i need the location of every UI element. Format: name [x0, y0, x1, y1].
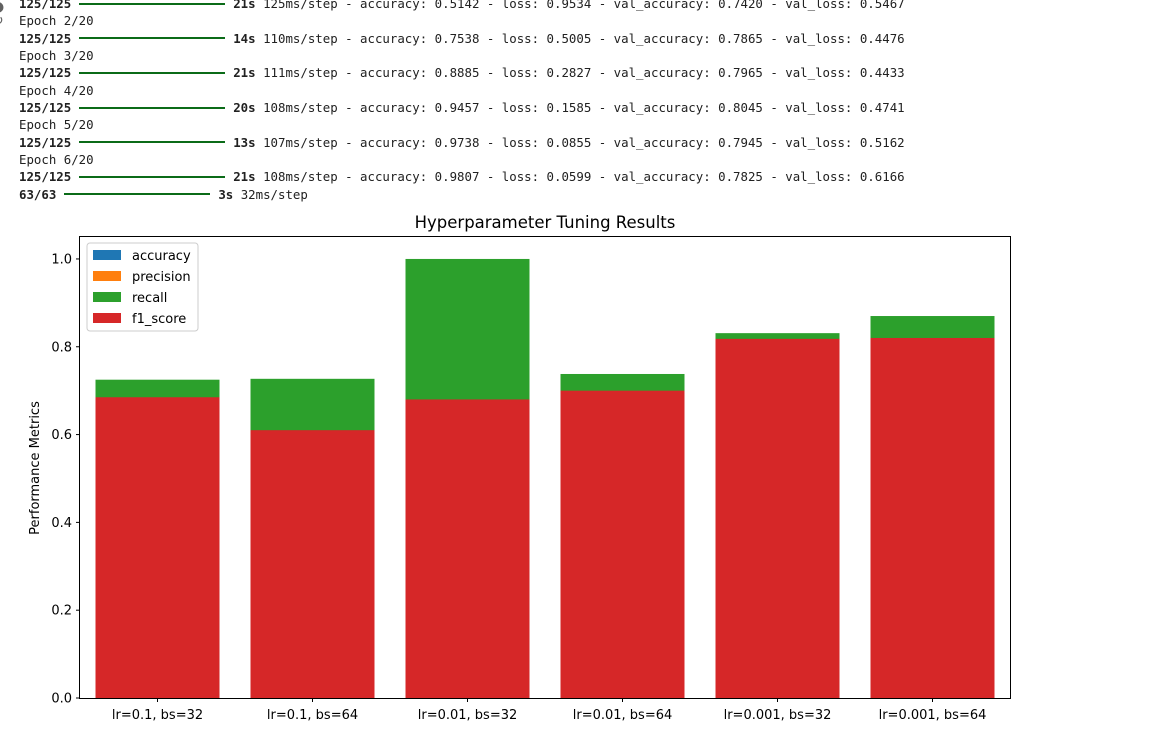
- epoch-line: Epoch 3/20: [19, 47, 905, 64]
- progress-line: 125/125 21s 125ms/step - accuracy: 0.5142…: [19, 0, 905, 12]
- step-counter: 125/125: [19, 134, 72, 150]
- epoch-label: Epoch 5/20: [19, 117, 94, 133]
- progress-bar: [79, 2, 226, 5]
- progress-line: 125/125 20s 108ms/step - accuracy: 0.9457…: [19, 99, 905, 116]
- run-cell-icon[interactable]: ●↻: [0, 0, 6, 28]
- progress-bar: [79, 141, 226, 144]
- progress-line: 125/125 21s 111ms/step - accuracy: 0.8885…: [19, 64, 905, 81]
- progress-line: 125/125 13s 107ms/step - accuracy: 0.9738…: [19, 134, 905, 151]
- step-counter: 125/125: [19, 100, 72, 116]
- legend-label: recall: [132, 291, 167, 306]
- epoch-line: Epoch 4/20: [19, 82, 905, 99]
- x-tick-label: lr=0.1, bs=32: [112, 708, 203, 723]
- y-ticks: 0.0 0.2 0.4 0.6 0.8 1.0: [51, 252, 80, 707]
- plot-frame: [79, 236, 1011, 699]
- progress-line: 125/125 21s 108ms/step - accuracy: 0.9807…: [19, 168, 905, 185]
- legend-swatch-f1_score: [93, 313, 121, 323]
- step-counter: 125/125: [19, 30, 72, 46]
- legend-label: precision: [132, 270, 191, 285]
- progress-bar: [79, 37, 226, 40]
- y-axis-label: Performance Metrics: [28, 401, 43, 535]
- progress-bar: [79, 176, 226, 179]
- elapsed-time: 21s: [233, 0, 256, 11]
- metrics-text: 108ms/step - accuracy: 0.9457 - loss: 0.…: [255, 100, 905, 116]
- legend: accuracy precision recall f1_score: [86, 242, 199, 332]
- elapsed-time: 20s: [233, 100, 256, 116]
- step-counter: 125/125: [19, 169, 72, 185]
- bar-f1_score: [250, 430, 375, 698]
- metrics-text: 107ms/step - accuracy: 0.9738 - loss: 0.…: [255, 134, 905, 150]
- bar-f1_score: [870, 337, 995, 698]
- x-tick-label: lr=0.001, bs=32: [724, 708, 832, 723]
- legend-swatch-recall: [93, 292, 121, 302]
- y-tick-label: 0.2: [51, 604, 72, 619]
- epoch-label: Epoch 2/20: [19, 13, 94, 29]
- bar-f1_score: [560, 390, 685, 698]
- bars-group: [95, 258, 995, 698]
- legend-swatch-accuracy: [93, 250, 121, 260]
- epoch-label: Epoch 3/20: [19, 48, 94, 64]
- step-counter: 125/125: [19, 65, 72, 81]
- elapsed-time: 3s: [218, 186, 234, 202]
- hyperparameter-chart: Hyperparameter Tuning Results Performanc…: [28, 213, 1011, 723]
- progress-bar: [79, 106, 226, 109]
- x-tick-label: lr=0.1, bs=64: [267, 708, 358, 723]
- epoch-label: Epoch 4/20: [19, 82, 94, 98]
- cell-output-console: 125/125 21s 125ms/step - accuracy: 0.5142…: [19, 0, 905, 203]
- progress-line: 63/63 3s 32ms/step: [19, 186, 905, 203]
- x-ticks: lr=0.1, bs=32 lr=0.1, bs=64 lr=0.01, bs=32…: [112, 698, 987, 723]
- elapsed-time: 13s: [233, 134, 256, 150]
- metrics-text: 32ms/step: [233, 186, 308, 202]
- y-tick-label: 0.0: [51, 692, 72, 707]
- y-tick-label: 1.0: [51, 252, 72, 267]
- progress-bar: [64, 193, 211, 196]
- progress-bar: [79, 72, 226, 75]
- epoch-line: Epoch 6/20: [19, 151, 905, 168]
- progress-line: 125/125 14s 110ms/step - accuracy: 0.7538…: [19, 30, 905, 47]
- epoch-line: Epoch 2/20: [19, 12, 905, 29]
- legend-label: accuracy: [132, 249, 191, 264]
- elapsed-time: 21s: [233, 65, 256, 81]
- legend-box: [86, 242, 199, 332]
- metrics-text: 111ms/step - accuracy: 0.8885 - loss: 0.…: [255, 65, 905, 81]
- legend-label: f1_score: [132, 312, 186, 327]
- y-tick-label: 0.6: [51, 428, 72, 443]
- metrics-text: 125ms/step - accuracy: 0.5142 - loss: 0.…: [255, 0, 905, 11]
- epoch-label: Epoch 6/20: [19, 152, 94, 168]
- y-tick-label: 0.4: [51, 516, 72, 531]
- metrics-text: 108ms/step - accuracy: 0.9807 - loss: 0.…: [255, 169, 905, 185]
- bar-f1_score: [95, 397, 220, 698]
- legend-swatch-precision: [93, 271, 121, 281]
- chart-title: Hyperparameter Tuning Results: [415, 213, 676, 232]
- y-tick-label: 0.8: [51, 340, 72, 355]
- epoch-line: Epoch 5/20: [19, 116, 905, 133]
- elapsed-time: 14s: [233, 30, 256, 46]
- metrics-text: 110ms/step - accuracy: 0.7538 - loss: 0.…: [255, 30, 905, 46]
- x-tick-label: lr=0.01, bs=32: [418, 708, 518, 723]
- bar-f1_score: [405, 399, 530, 698]
- elapsed-time: 21s: [233, 169, 256, 185]
- x-tick-label: lr=0.01, bs=64: [573, 708, 673, 723]
- step-counter: 125/125: [19, 0, 72, 11]
- bar-f1_score: [715, 338, 840, 698]
- x-tick-label: lr=0.001, bs=64: [879, 708, 987, 723]
- step-counter: 63/63: [19, 186, 57, 202]
